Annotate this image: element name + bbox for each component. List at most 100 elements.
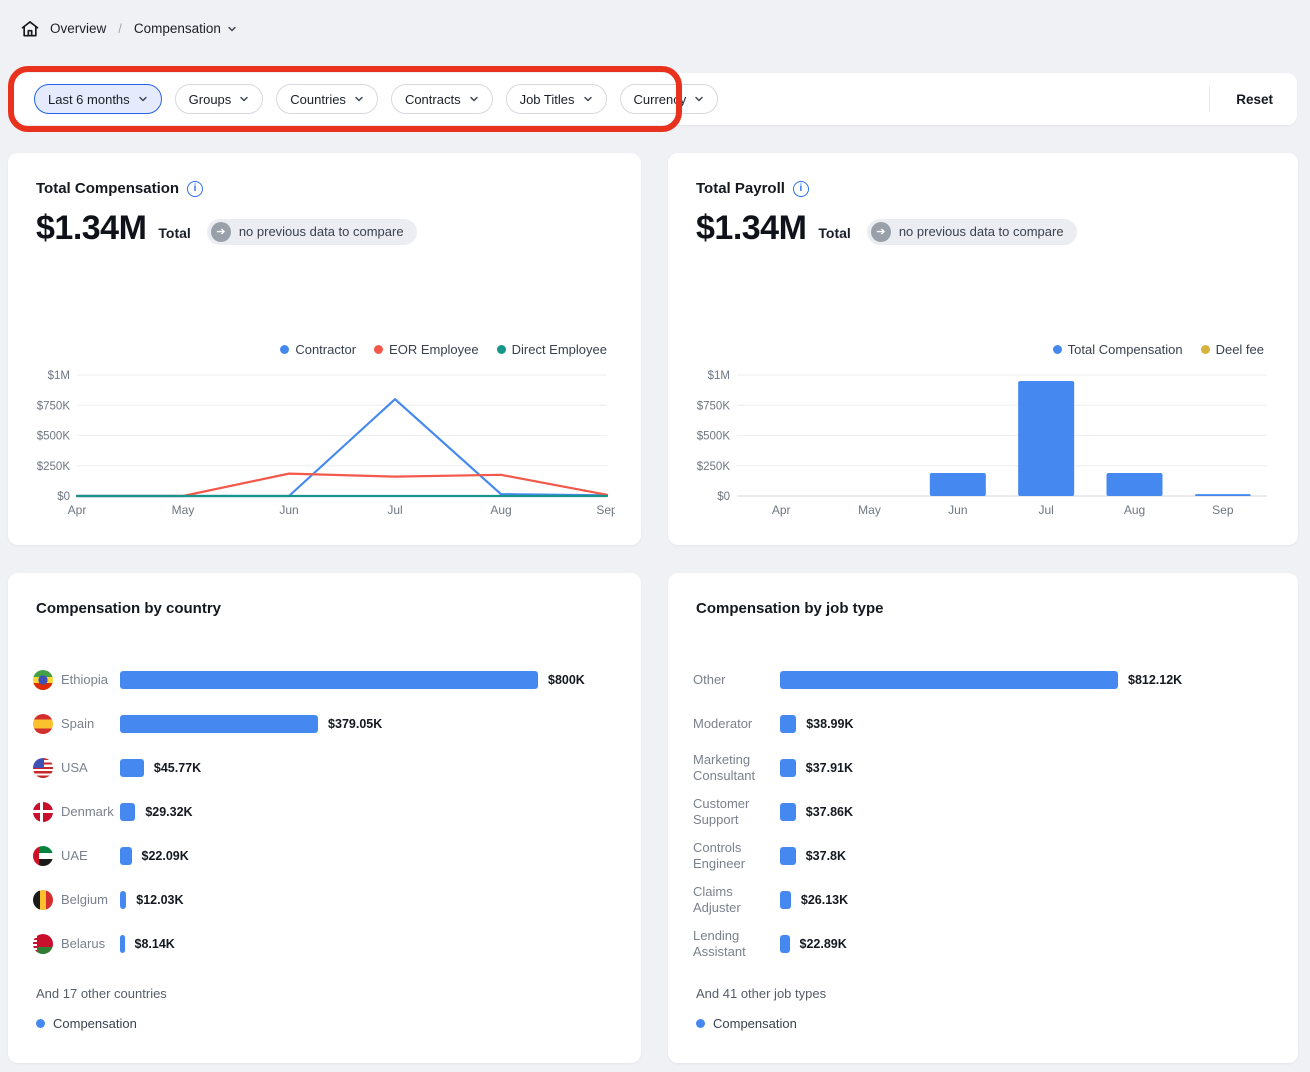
- svg-text:Jun: Jun: [279, 503, 298, 517]
- legend-label: Deel fee: [1216, 342, 1264, 357]
- filter-pill-currency[interactable]: Currency: [620, 84, 719, 114]
- job-type-row: Claims Adjuster$26.13K: [668, 878, 1298, 922]
- info-icon[interactable]: i: [793, 181, 809, 197]
- bar: [780, 803, 796, 821]
- bar: [120, 803, 135, 821]
- bar-value: $12.03K: [136, 893, 183, 907]
- comparison-badge-text: no previous data to compare: [239, 224, 404, 239]
- other-countries-note: And 17 other countries: [8, 966, 641, 1001]
- filter-pill-label: Groups: [189, 92, 232, 107]
- svg-text:$250K: $250K: [697, 461, 731, 473]
- breadcrumb-item-compensation[interactable]: Compensation: [134, 21, 237, 36]
- bar-value: $8.14K: [135, 937, 175, 951]
- bar-value: $38.99K: [806, 717, 853, 731]
- bar: [120, 759, 144, 777]
- bar-label: Lending Assistant: [693, 928, 780, 960]
- line-series-contractor: [77, 399, 607, 496]
- info-icon[interactable]: i: [187, 181, 203, 197]
- bar-label: Ethiopia: [61, 672, 120, 688]
- bar-value: $22.09K: [142, 849, 189, 863]
- filter-pill-label: Last 6 months: [48, 92, 130, 107]
- chevron-down-icon: [583, 94, 593, 104]
- bar: [780, 715, 796, 733]
- chart-legend: Compensation: [668, 1001, 1298, 1031]
- chevron-down-icon: [138, 94, 148, 104]
- country-row: Belgium$12.03K: [8, 878, 641, 922]
- other-job-types-note: And 41 other job types: [668, 966, 1298, 1001]
- arrow-right-icon: ➔: [211, 222, 231, 242]
- legend-item: Direct Employee: [497, 342, 607, 357]
- filter-pill-job-titles[interactable]: Job Titles: [506, 84, 607, 114]
- bar-label: Spain: [61, 716, 120, 732]
- chevron-down-icon: [354, 94, 364, 104]
- bar-value: $37.8K: [806, 849, 846, 863]
- country-row: Denmark$29.32K: [8, 790, 641, 834]
- svg-text:Apr: Apr: [772, 503, 791, 517]
- bar: [120, 715, 318, 733]
- svg-text:$250K: $250K: [37, 461, 71, 473]
- chart-legend: Total CompensationDeel fee: [668, 342, 1298, 357]
- payroll-bar-chart: $0$250K$500K$750K$1MAprMayJunJulAugSep: [690, 365, 1275, 525]
- svg-text:Jun: Jun: [948, 503, 967, 517]
- legend-dot: [1053, 345, 1062, 354]
- bar-value: $29.32K: [145, 805, 192, 819]
- filter-pill-countries[interactable]: Countries: [276, 84, 378, 114]
- filter-pill-label: Contracts: [405, 92, 461, 107]
- compensation-trend-line-chart: $0$250K$500K$750K$1MAprMayJunJulAugSep: [30, 365, 615, 525]
- job-type-row: Lending Assistant$22.89K: [668, 922, 1298, 966]
- svg-text:Jul: Jul: [1038, 503, 1053, 517]
- spain-flag-icon: [33, 714, 53, 734]
- country-row: Spain$379.05K: [8, 702, 641, 746]
- usa-flag-icon: [33, 758, 53, 778]
- filter-pills: Last 6 months Groups Countries Contracts…: [34, 84, 718, 114]
- legend-label: Compensation: [713, 1016, 797, 1031]
- svg-text:$0: $0: [717, 491, 730, 503]
- bar: [120, 847, 132, 865]
- bar: [780, 935, 790, 953]
- job-type-row: Moderator $38.99K: [668, 702, 1298, 746]
- reset-filters-button[interactable]: Reset: [1236, 92, 1273, 107]
- svg-text:Aug: Aug: [490, 503, 511, 517]
- filter-pill-label: Countries: [290, 92, 346, 107]
- bar-jun-total-compensation: [930, 473, 986, 496]
- filter-pill-date-range[interactable]: Last 6 months: [34, 84, 162, 114]
- legend-label: Direct Employee: [512, 342, 607, 357]
- card-title: Compensation by country: [36, 600, 221, 617]
- total-compensation-card: Total Compensation i $1.34M Total ➔ no p…: [8, 153, 641, 545]
- legend-dot: [696, 1019, 705, 1028]
- legend-item: Contractor: [280, 342, 356, 357]
- amount-suffix: Total: [158, 225, 190, 241]
- filter-pill-contracts[interactable]: Contracts: [391, 84, 493, 114]
- bar-value: $812.12K: [1128, 673, 1182, 687]
- amount-suffix: Total: [818, 225, 850, 241]
- bar-value: $45.77K: [154, 761, 201, 775]
- card-title: Total Compensation: [36, 180, 179, 197]
- filter-pill-groups[interactable]: Groups: [175, 84, 264, 114]
- chart-legend: ContractorEOR EmployeeDirect Employee: [8, 342, 641, 357]
- card-title: Total Payroll: [696, 180, 785, 197]
- bar-sep-total-compensation: [1195, 494, 1251, 496]
- bar: [780, 671, 1118, 689]
- bar: [120, 935, 125, 953]
- bar-label: Moderator: [693, 716, 780, 732]
- home-icon[interactable]: [20, 19, 40, 39]
- bar-value: $37.91K: [806, 761, 853, 775]
- filter-bar: Last 6 months Groups Countries Contracts…: [14, 73, 1297, 125]
- svg-text:$1M: $1M: [48, 370, 70, 382]
- country-row: Belarus$8.14K: [8, 922, 641, 966]
- belgium-flag-icon: [33, 890, 53, 910]
- country-row: UAE$22.09K: [8, 834, 641, 878]
- breadcrumb: Overview / Compensation: [0, 0, 1310, 42]
- bar-jul-total-compensation: [1018, 381, 1074, 496]
- svg-text:$0: $0: [57, 491, 70, 503]
- legend-item: Deel fee: [1201, 342, 1264, 357]
- bar-label: Controls Engineer: [693, 840, 780, 872]
- bar-label: USA: [61, 760, 120, 776]
- svg-text:Jul: Jul: [387, 503, 402, 517]
- chevron-down-icon: [694, 94, 704, 104]
- job-type-row: Customer Support$37.86K: [668, 790, 1298, 834]
- svg-text:Sep: Sep: [1212, 503, 1234, 517]
- legend-dot: [1201, 345, 1210, 354]
- breadcrumb-item-overview[interactable]: Overview: [50, 21, 106, 36]
- comparison-badge: ➔ no previous data to compare: [867, 219, 1077, 245]
